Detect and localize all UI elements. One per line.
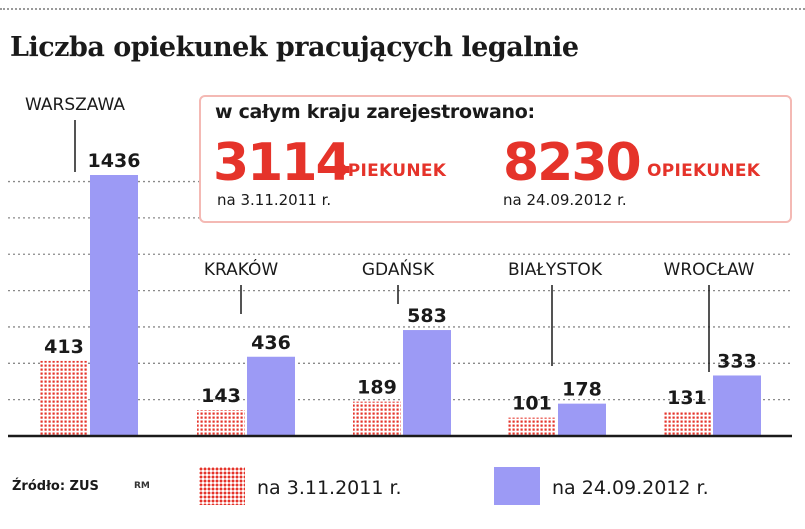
summary-heading: w całym kraju zarejestrowano: xyxy=(215,101,535,123)
category-label-biaystok: BIAŁYSTOK xyxy=(508,260,603,280)
bar-2011-biaystok xyxy=(508,417,556,436)
summary-date-2012: na 24.09.2012 r. xyxy=(503,191,627,209)
data-label-2011-biaystok: 101 xyxy=(512,393,552,415)
data-label-2012-gdansk: 583 xyxy=(407,305,447,327)
summary-box: w całym kraju zarejestrowano: 3114 OPIEK… xyxy=(199,95,792,223)
category-label-wrocaw: WROCŁAW xyxy=(664,260,755,280)
data-label-2012-wrocaw: 333 xyxy=(717,350,757,372)
data-label-2011-krakow: 143 xyxy=(201,385,241,407)
bar-2011-wrocaw xyxy=(663,412,711,436)
summary-total-2012: 8230 xyxy=(503,133,642,193)
bar-2012-krakow xyxy=(247,356,295,436)
data-label-2012-biaystok: 178 xyxy=(562,379,602,401)
bar-2012-gdansk xyxy=(403,330,451,436)
bar-chart: 413 1436 WARSZAWA 143 436 KRAKÓW 189 583 GDAŃSK 1… xyxy=(8,95,792,438)
category-label-krakow: KRAKÓW xyxy=(204,258,278,280)
bar-2012-warszawa xyxy=(90,175,138,436)
bar-2011-krakow xyxy=(197,410,245,436)
bar-2012-biaystok xyxy=(558,403,606,436)
data-label-2011-gdansk: 189 xyxy=(357,377,397,399)
chart-title: Liczba opiekunek pracujących legalnie xyxy=(10,32,579,63)
author-initials: RM xyxy=(134,481,150,491)
category-label-warszawa: WARSZAWA xyxy=(25,95,125,115)
bar-2011-gdansk xyxy=(353,401,401,436)
summary-unit-2012: OPIEKUNEK xyxy=(647,161,761,181)
category-label-gdansk: GDAŃSK xyxy=(362,258,435,280)
summary-total-2011: 3114 xyxy=(213,133,352,193)
data-label-2012-krakow: 436 xyxy=(251,332,291,354)
summary-date-2011: na 3.11.2011 r. xyxy=(217,191,332,209)
legend-swatch-2012 xyxy=(494,467,540,505)
legend-label-2011: na 3.11.2011 r. xyxy=(257,477,402,499)
legend-label-2012: na 24.09.2012 r. xyxy=(552,477,709,499)
bar-2011-warszawa xyxy=(40,360,88,436)
bar-2012-wrocaw xyxy=(713,375,761,436)
top-dotted-rule xyxy=(0,8,805,10)
data-label-2011-warszawa: 413 xyxy=(44,336,84,358)
source-note: Źródło: ZUS xyxy=(12,479,99,494)
data-label-2012-warszawa: 1436 xyxy=(88,150,141,172)
data-label-2011-wrocaw: 131 xyxy=(667,387,707,409)
summary-unit-2011: OPIEKUNEK xyxy=(333,161,447,181)
legend-swatch-2011 xyxy=(199,467,245,505)
